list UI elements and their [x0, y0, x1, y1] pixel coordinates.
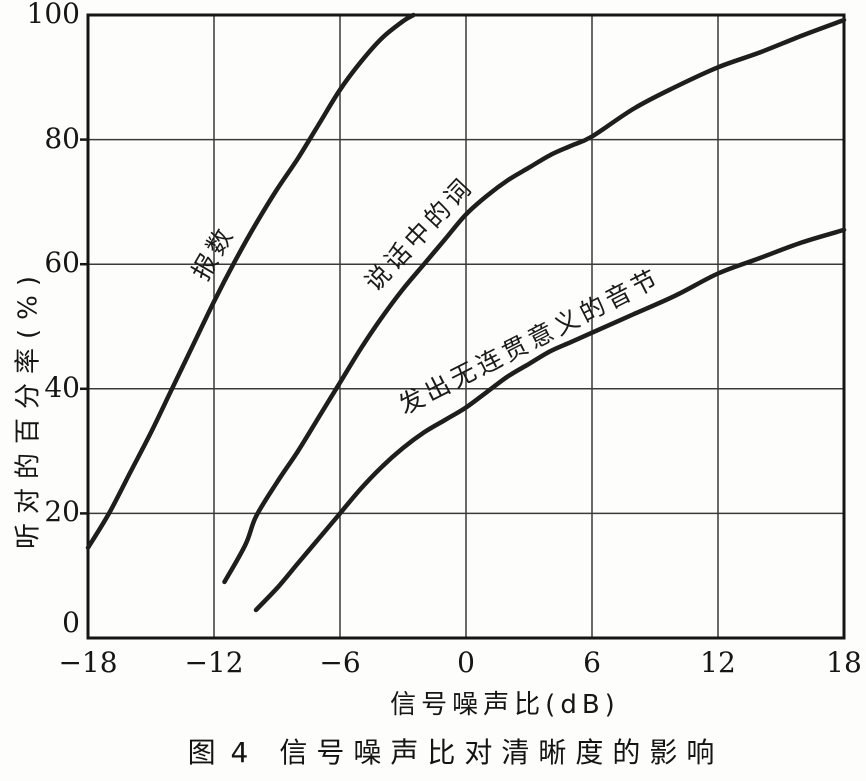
y-tick-label: 0 [62, 606, 80, 639]
x-axis-label: 信号噪声比(dB) [390, 690, 620, 720]
y-tick-label: 20 [44, 495, 80, 529]
plot-border [86, 13, 846, 640]
y-tick-label: 80 [44, 121, 80, 155]
x-tick-label: 18 [826, 646, 862, 679]
curve-nonsense-syllables [253, 227, 847, 613]
curve-words-in-speech [222, 17, 847, 585]
x-tick-label: −6 [319, 646, 361, 679]
x-tick-label: −18 [58, 646, 118, 679]
x-tick-label: −12 [184, 646, 244, 679]
y-tick-label: 60 [44, 246, 80, 280]
figure-number: 图 4 [187, 736, 252, 769]
y-tick-label: 40 [44, 370, 80, 404]
x-tick-label: 0 [457, 646, 475, 679]
figure-caption: 图 4 信号噪声比对清晰度的影响 [0, 731, 866, 771]
curve-counting [85, 12, 416, 550]
figure-title: 信号噪声比对清晰度的影响 [279, 736, 724, 769]
x-tick-label: 6 [583, 646, 601, 679]
y-tick-label: 100 [26, 0, 80, 30]
x-tick-label: 12 [700, 646, 736, 679]
